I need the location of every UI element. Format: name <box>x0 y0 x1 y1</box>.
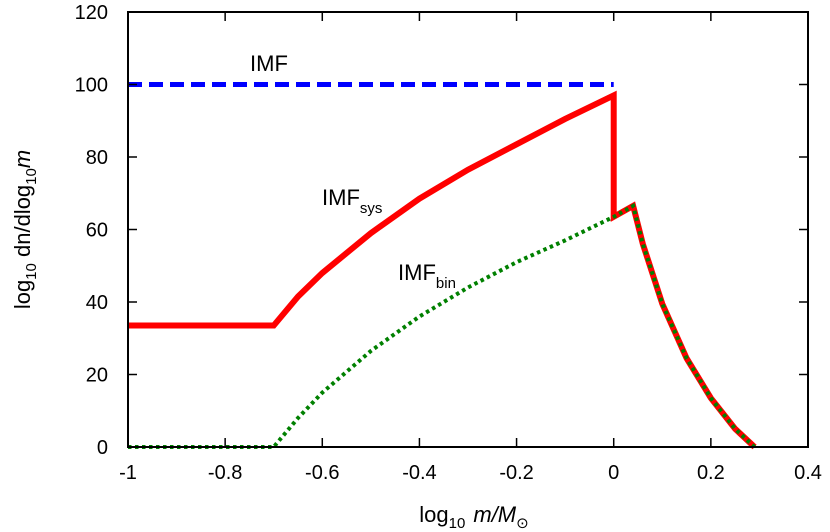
x-tick-label: -0.6 <box>305 462 339 484</box>
y-tick-label: 40 <box>86 292 108 314</box>
series-label-imf: IMF <box>250 51 288 76</box>
x-tick-label: 0.2 <box>697 462 725 484</box>
x-tick-label: -0.8 <box>208 462 242 484</box>
x-axis-label-main: log <box>419 502 448 527</box>
y-tick-label: 0 <box>97 437 108 459</box>
labels-layer: log10 m/M⊙ log10 dn/dlog10m IMFIMFsysIMFb… <box>10 51 529 532</box>
y-tick-label: 20 <box>86 365 108 387</box>
y-tick-label: 60 <box>86 220 108 242</box>
y-axis-label-var: m <box>10 150 35 168</box>
series-layer <box>128 82 757 450</box>
series-label-imf-sys: IMFsys <box>322 185 382 217</box>
x-axis-label-symbol: ⊙ <box>516 515 529 532</box>
series-line-imf-bin <box>128 202 756 449</box>
y-axis-label-main: log <box>10 280 35 309</box>
x-axis-label-sub: 10 <box>449 515 466 532</box>
x-axis-label-var: m/M <box>473 502 516 527</box>
x-tick-label: -0.2 <box>499 462 533 484</box>
series-line-imf-sys <box>128 90 757 450</box>
x-tick-label: -0.4 <box>402 462 436 484</box>
y-axis-label-mid: dn/dlog <box>10 185 35 263</box>
series-label-imf-bin: IMFbin <box>398 260 456 292</box>
ticks-layer: -1 -0.8 -0.6 -0.4 -0.2 0 0.2 0.4 0 20 40 60 80 100 120 <box>75 2 822 484</box>
x-tick-label: 0 <box>608 462 619 484</box>
x-tick-label: -1 <box>119 462 137 484</box>
y-tick-label: 80 <box>86 147 108 169</box>
y-axis-label-sub1: 10 <box>23 263 40 280</box>
y-axis-label-sub2: 10 <box>23 168 40 185</box>
x-tick-label: 0.4 <box>794 462 822 484</box>
y-tick-label: 100 <box>75 75 108 97</box>
y-axis-label: log10 dn/dlog10m <box>10 150 40 309</box>
x-axis-label: log10 m/M⊙ <box>419 502 528 532</box>
y-tick-label: 120 <box>75 2 108 24</box>
plot-frame <box>127 11 809 448</box>
